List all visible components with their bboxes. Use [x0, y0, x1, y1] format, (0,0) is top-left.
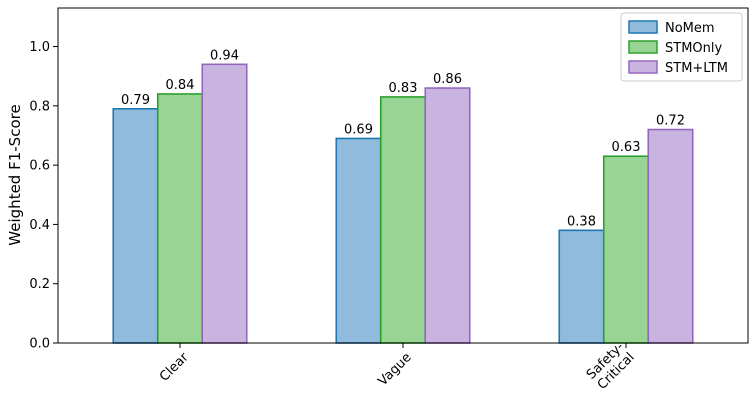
bar-value-label: 0.83 [389, 81, 418, 96]
y-tick-label: 0.2 [29, 277, 50, 292]
bar-stmonly-1 [379, 96, 427, 344]
legend-swatch [628, 60, 658, 74]
bar-value-label: 0.69 [344, 122, 373, 137]
y-tick-label: 0.6 [29, 159, 50, 174]
bar-stmonly-2 [602, 155, 650, 344]
bar-stmonly-0 [156, 93, 204, 344]
y-tick-label: 1.0 [29, 40, 50, 55]
x-axis: Clear Vague Safety-Critical [157, 339, 638, 393]
bar-value-label: 0.94 [210, 48, 239, 63]
legend-label: STM+LTM [665, 61, 728, 76]
x-tick-label-group: Vague [376, 350, 415, 389]
x-tick-label: Clear [157, 350, 192, 385]
bar-value-label: 0.84 [166, 78, 195, 93]
bar-stm-ltm-0 [201, 63, 248, 344]
plot-area: 0.79 0.69 0.38 0.84 0.83 0.63 0.94 0.86 0.72 [57, 7, 749, 344]
y-axis: 0.0 0.2 0.4 0.6 0.8 1.0 [29, 40, 58, 352]
bar-nomem-2 [558, 229, 605, 344]
bar-value-label: 0.63 [612, 140, 641, 155]
x-tick-label-group: Safety-Critical [584, 339, 638, 393]
legend: NoMem STMOnly STM+LTM [620, 12, 743, 82]
bar-stm-ltm-1 [424, 87, 471, 344]
legend-swatch [628, 20, 658, 34]
bar-nomem-1 [335, 137, 382, 344]
x-tick-label: Vague [376, 350, 415, 389]
x-tick-label-group: Clear [157, 350, 192, 385]
bar-value-label: 0.72 [656, 114, 685, 129]
bar-value-label: 0.86 [433, 72, 462, 87]
bar-value-label: 0.38 [567, 214, 596, 229]
y-tick-label: 0.4 [29, 218, 50, 233]
bar-value-label: 0.79 [121, 93, 150, 108]
y-axis-title: Weighted F1-Score [6, 104, 24, 245]
y-tick-label: 0.0 [29, 337, 50, 352]
y-tick-label: 0.8 [29, 99, 50, 114]
legend-swatch [628, 40, 658, 54]
legend-label: STMOnly [665, 41, 722, 56]
legend-label: NoMem [665, 21, 715, 36]
bar-stm-ltm-2 [647, 128, 694, 344]
bar-nomem-0 [112, 107, 159, 344]
